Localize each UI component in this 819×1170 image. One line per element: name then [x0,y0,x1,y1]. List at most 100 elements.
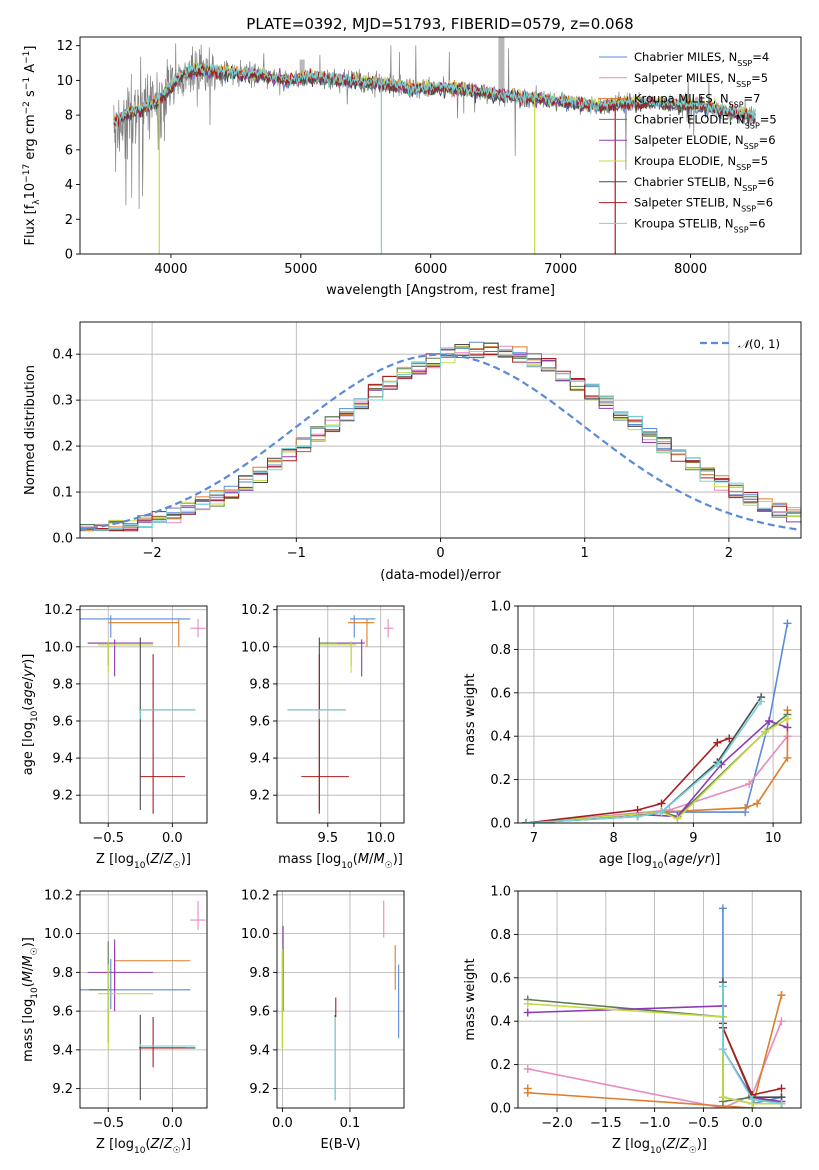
y-tick-label: 9.2 [249,789,270,804]
errorbar-kroupa-miles [108,618,180,647]
errorbar-chabrier-stelib [139,1015,196,1101]
plot-area-residuals [80,341,801,532]
y-tick-label: 0.0 [490,817,511,832]
weight-marker [777,1099,786,1108]
x-tick-label: 0.0 [742,1116,763,1131]
y-tick-label: 0.2 [52,440,73,455]
y-tick-label: 1.0 [490,600,511,615]
legend-label-salpeter-elodie: Salpeter ELODIE, NSSP=6 [634,133,776,151]
y-axis-label: mass [log10(M/M☉)] [21,937,40,1062]
weight-marker [748,1095,757,1104]
weight-marker [718,904,727,913]
x-tick-label: 9 [689,831,697,846]
x-tick-label: −0.5 [92,1116,124,1131]
plot-area-weight_vs_age [521,619,792,823]
normal-reference-curve [80,353,799,531]
x-tick-label: −1 [287,546,306,561]
x-axis-label: age [log10(age/yr)] [599,852,721,871]
x-tick-label: 4000 [154,262,187,277]
y-tick-label: 9.2 [52,789,73,804]
y-tick-label: 0.0 [490,1102,511,1117]
y-tick-label: 12 [56,39,73,54]
x-tick-label: 8000 [674,262,707,277]
x-tick-label: 9.5 [317,831,338,846]
y-axis-label: mass weight [463,958,478,1040]
weight-marker [783,753,792,762]
weight-marker [783,619,792,628]
weight-marker [725,734,734,743]
x-tick-label: −1.0 [639,1116,671,1131]
y-tick-label: 9.6 [52,714,73,729]
y-tick-label: 9.6 [52,1005,73,1020]
errorbar-kroupa-miles [347,618,375,647]
y-axis-label: Flux [fλ10−17 erg cm−2 s−1 A−1] [22,46,42,246]
y-tick-label: 10.2 [241,603,270,618]
weight-series-kroupa-stelib [718,982,786,1108]
panel-weight_vs_age: 7 8 9 10 0.0 0.2 0.4 0.6 0.8 1.0 age [log10(age/yr… [463,600,802,871]
weight-marker [523,1088,532,1097]
weight-marker [745,779,754,788]
errorbar-kroupa-elodie [319,641,357,673]
weight-marker [783,723,792,732]
legend-label-kroupa-elodie: Kroupa ELODIE, NSSP=5 [634,154,768,172]
y-axis-label: Normed distribution [23,365,38,495]
x-tick-label: −2.0 [541,1116,573,1131]
y-tick-label: 0.4 [490,730,511,745]
x-axis-label: Z [log10(Z/Z☉)] [96,852,191,871]
y-tick-label: 0.8 [490,928,511,943]
y-tick-label: 9.4 [52,752,73,767]
y-tick-label: 9.4 [249,1043,270,1058]
errorbar-salpeter-elodie [87,939,154,1012]
x-tick-label: 8 [610,831,618,846]
y-tick-label: 10.0 [44,640,73,655]
errorbar-chabrier-elodie [88,941,110,1043]
x-axis-label: (data-model)/error [380,568,501,583]
y-tick-label: 0.8 [490,643,511,658]
errorbar-salpeter-elodie [87,639,154,677]
y-axis-label: mass weight [463,673,478,755]
y-tick-label: 1.0 [490,885,511,900]
weight-marker [765,717,774,726]
y-tick-label: 9.8 [249,966,270,981]
y-tick-label: 9.6 [249,714,270,729]
x-tick-label: −0.5 [688,1116,720,1131]
errorbar-salpeter-stelib [140,1016,186,1068]
panel-spectrum: 4000 5000 6000 7000 8000 0 2 4 6 8 10 12 wavelength … [22,36,802,298]
y-tick-label: 10.2 [44,888,73,903]
axes-frame [79,605,208,824]
axes-frame [517,605,802,824]
legend-label-normal: 𝒩(0, 1) [738,337,780,351]
weight-series-kroupa-stelib [521,697,766,823]
x-tick-label: −0.5 [92,831,124,846]
y-tick-label: 0.4 [52,348,73,363]
errorbar-chabrier-miles [80,958,191,1010]
y-tick-label: 10.0 [241,640,270,655]
legend-label-salpeter-miles: Salpeter MILES, NSSP=5 [634,71,768,89]
plot-area-age_vs_Z [80,615,206,814]
errorbar-salpeter-miles [383,618,394,638]
weight-marker [753,799,762,808]
panel-age_vs_mass: 9.5 10.0 9.2 9.4 9.6 9.8 10.0 10.2 mass [log10(M… [241,603,405,871]
weight-series-kroupa-elodie [521,714,792,823]
panel-weight_vs_Z: −2.0 −1.5 −1.0 −0.5 0.0 0.0 0.2 0.4 0.6 0.8 1.0 Z [… [463,885,802,1156]
y-tick-label: 0.1 [52,486,73,501]
errorbar-chabrier-miles [80,615,191,638]
weight-marker [783,714,792,723]
axes-frame [276,605,405,824]
weight-marker [741,803,750,812]
y-tick-label: 9.8 [52,966,73,981]
errorbar-kroupa-elodie [97,641,154,673]
axes-frame [79,36,802,255]
spectrum-legend: Chabrier MILES, NSSP=4 Salpeter MILES, NS… [599,50,777,234]
y-tick-label: 6 [65,143,73,158]
y-tick-label: 0.3 [52,394,73,409]
errorbar-kroupa-stelib [287,709,346,720]
x-axis-label: mass [log10(M/M☉)] [278,852,403,871]
x-axis-label: E(B-V) [320,1137,360,1152]
x-axis-label: wavelength [Angstrom, rest frame] [326,283,555,298]
y-tick-label: 0.2 [490,1058,511,1073]
weight-marker [757,697,766,706]
weight-marker [713,760,722,769]
y-tick-label: 10.0 [44,927,73,942]
x-tick-label: 0.0 [162,831,183,846]
